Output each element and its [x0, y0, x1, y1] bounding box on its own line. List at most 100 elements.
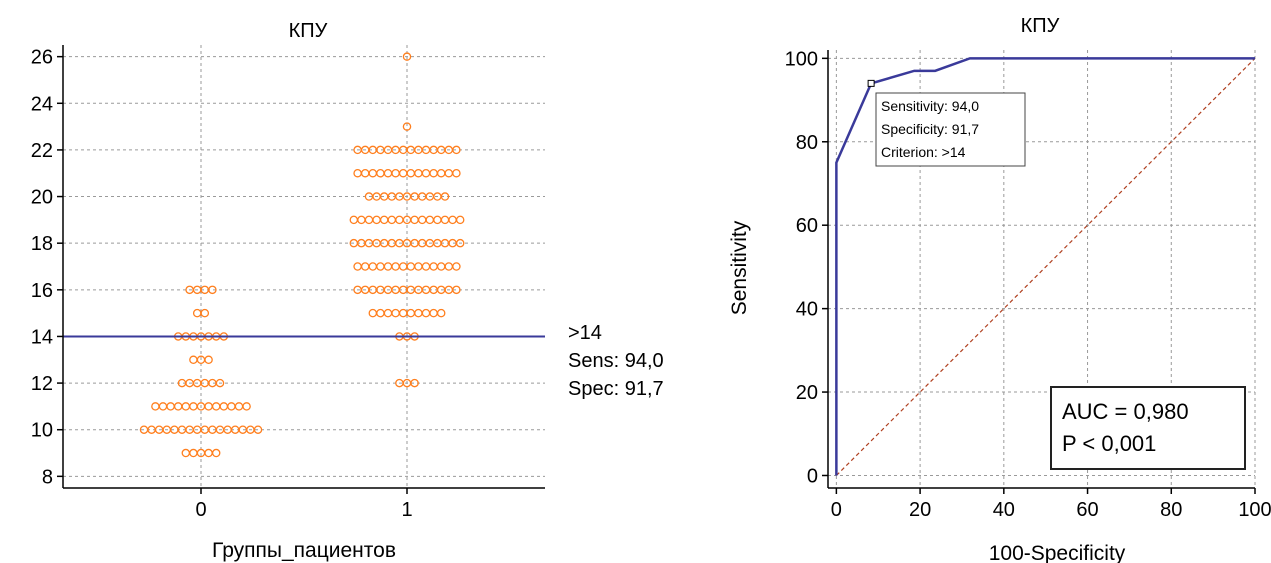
data-point — [383, 262, 393, 271]
data-point — [181, 402, 191, 411]
data-point — [414, 308, 423, 318]
left-y-tick-label: 18 — [31, 233, 53, 255]
data-point — [200, 308, 210, 318]
data-point — [372, 215, 381, 225]
data-point — [353, 168, 362, 178]
data-point — [368, 168, 378, 178]
right-x-tick-label: 60 — [1076, 499, 1098, 521]
right-y-tick-label: 0 — [807, 465, 818, 487]
right-x-tick-label: 20 — [909, 499, 931, 521]
right-x-tick-label: 40 — [993, 499, 1015, 521]
data-point — [402, 122, 412, 131]
data-point — [173, 402, 183, 411]
left-grid — [63, 45, 545, 488]
data-point — [204, 355, 213, 365]
right-y-tick-label: 40 — [796, 299, 818, 321]
data-point — [211, 402, 221, 411]
left-y-tick-label: 10 — [31, 420, 53, 442]
data-point — [444, 168, 454, 178]
data-point — [440, 192, 450, 201]
data-point — [387, 215, 397, 225]
right-x-tick-label: 100 — [1238, 499, 1271, 521]
cutoff-criterion-label: >14 — [568, 322, 602, 344]
data-point — [234, 402, 244, 411]
auc-stats-box: AUC = 0,980 P < 0,001 — [1050, 386, 1246, 470]
right-y-axis-label: Sensitivity — [728, 220, 751, 315]
data-point — [436, 262, 446, 271]
right-y-ticks: 0 20 40 60 80 100 — [785, 48, 828, 487]
data-point — [349, 215, 359, 225]
data-point — [376, 262, 385, 271]
roc-chart: КПУ 0 20 40 60 80 100 0 20 40 60 80 100 100-Specif… — [728, 15, 1271, 563]
data-point — [227, 402, 236, 411]
data-point — [444, 262, 454, 271]
data-point — [181, 448, 191, 458]
data-point — [433, 215, 442, 225]
data-point — [391, 168, 400, 178]
roc-curve-line — [835, 57, 1255, 476]
left-y-tick-label: 16 — [31, 280, 53, 302]
right-chart-title: КПУ — [1021, 15, 1060, 37]
cutoff-sens-label: Sens: 94,0 — [568, 350, 664, 372]
left-chart-title: КПУ — [289, 20, 328, 42]
data-point — [376, 308, 385, 318]
data-point — [360, 168, 370, 178]
data-point — [189, 402, 198, 411]
data-point — [414, 168, 423, 178]
data-point — [391, 308, 400, 318]
right-x-axis-label: 100-Specificity — [989, 542, 1126, 563]
cutoff-spec-label: Spec: 91,7 — [568, 378, 664, 400]
data-point — [379, 215, 389, 225]
annotation-criterion: Criterion: >14 — [881, 144, 966, 160]
left-y-ticks: 8 10 12 14 16 18 20 22 24 26 — [31, 47, 63, 488]
data-point — [158, 402, 168, 411]
data-point — [429, 308, 438, 318]
data-point — [383, 308, 393, 318]
data-point — [410, 378, 419, 388]
right-y-tick-label: 60 — [796, 215, 818, 237]
data-point — [452, 262, 461, 271]
data-point — [192, 308, 202, 318]
data-point — [151, 402, 160, 411]
right-x-tick-label: 80 — [1160, 499, 1182, 521]
left-x-tick-label: 1 — [401, 499, 412, 521]
data-point — [429, 168, 438, 178]
data-point — [452, 145, 461, 155]
left-y-tick-label: 24 — [31, 93, 53, 115]
data-point — [455, 238, 465, 248]
data-point — [376, 168, 385, 178]
left-y-tick-label: 12 — [31, 373, 53, 395]
data-point — [211, 448, 221, 458]
data-point — [360, 262, 370, 271]
data-point — [402, 52, 412, 61]
data-point — [436, 168, 446, 178]
criterion-point-marker — [867, 79, 875, 87]
auc-value: AUC = 0,980 — [1062, 399, 1189, 424]
data-point — [429, 262, 438, 271]
data-point — [406, 262, 416, 271]
data-point — [440, 215, 450, 225]
left-y-tick-label: 26 — [31, 47, 53, 69]
right-x-tick-label: 0 — [831, 499, 842, 521]
annotation-specificity: Specificity: 91,7 — [881, 121, 979, 137]
data-point — [452, 285, 461, 295]
data-point — [421, 168, 431, 178]
data-point — [455, 215, 465, 225]
right-y-tick-label: 100 — [785, 48, 818, 70]
data-point — [353, 262, 362, 271]
data-point — [242, 402, 251, 411]
data-point — [166, 402, 175, 411]
data-point — [253, 425, 263, 434]
data-point — [452, 168, 461, 178]
data-point — [204, 448, 213, 458]
right-x-ticks: 0 20 40 60 80 100 — [831, 488, 1271, 521]
data-point — [406, 308, 416, 318]
data-point — [398, 168, 408, 178]
data-point — [421, 262, 431, 271]
left-y-tick-label: 14 — [31, 326, 53, 348]
data-point — [417, 215, 427, 225]
data-point — [421, 308, 431, 318]
left-y-tick-label: 8 — [42, 466, 53, 488]
